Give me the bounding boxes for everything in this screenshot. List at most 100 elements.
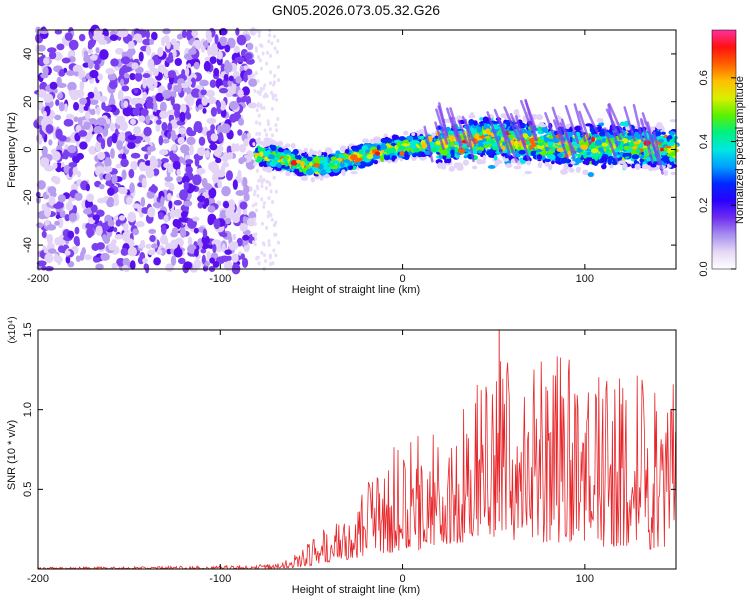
noise-speck	[157, 64, 166, 73]
signal-speck	[292, 148, 299, 156]
noise-speck	[179, 227, 187, 239]
streak	[449, 107, 463, 146]
noise-speck	[163, 214, 169, 223]
noise-speck	[268, 33, 272, 38]
colorbar-gradient	[711, 29, 737, 270]
signal-speck	[421, 142, 428, 150]
noise-speck	[198, 136, 206, 146]
noise-speck	[105, 180, 114, 187]
noise-speck	[220, 63, 226, 72]
signal-speck	[541, 126, 548, 132]
noise-speck	[41, 265, 47, 271]
signal-speck	[666, 141, 675, 147]
noise-speck	[157, 211, 164, 220]
signal-speck	[623, 145, 630, 151]
noise-speck	[215, 157, 222, 164]
noise-speck	[253, 242, 257, 247]
noise-speck	[197, 195, 206, 203]
noise-speck	[89, 69, 99, 79]
noise-speck	[48, 139, 53, 146]
signal-speck	[330, 156, 338, 161]
noise-speck	[85, 222, 96, 230]
noise-speck	[209, 257, 216, 264]
signal-speck	[590, 148, 599, 154]
noise-speck	[224, 44, 231, 53]
noise-speck	[229, 100, 239, 110]
noise-speck	[78, 102, 85, 114]
signal-speck	[633, 159, 638, 165]
noise-speck	[92, 214, 100, 221]
noise-speck	[78, 130, 88, 137]
noise-speck	[203, 183, 213, 191]
noise-speck	[117, 29, 125, 38]
streak	[623, 106, 636, 142]
x-tick-label: -100	[209, 273, 231, 285]
noise-speck	[65, 70, 76, 77]
noise-speck	[120, 158, 129, 168]
signal-speck	[634, 163, 641, 170]
noise-speck	[145, 101, 154, 109]
noise-speck	[95, 141, 102, 152]
noise-speck	[258, 131, 262, 136]
signal-speck	[661, 131, 666, 135]
signal-speck	[362, 138, 370, 144]
noise-speck	[177, 136, 185, 145]
signal-speck	[262, 150, 270, 157]
noise-speck	[76, 152, 85, 160]
noise-speck	[156, 249, 163, 255]
noise-speck	[165, 56, 174, 64]
noise-speck	[237, 89, 244, 98]
noise-speck	[54, 29, 63, 35]
noise-speck	[259, 175, 263, 180]
noise-speck	[159, 110, 169, 119]
spectrogram-x-label: Height of straight line (km)	[292, 284, 420, 296]
noise-speck	[270, 133, 274, 138]
noise-speck	[127, 211, 137, 223]
noise-speck	[107, 187, 115, 196]
noise-speck	[162, 138, 170, 144]
noise-speck	[152, 202, 163, 209]
noise-speck	[205, 150, 210, 159]
colorbar-label: Normalized spectral amplitude	[734, 76, 746, 224]
noise-speck	[272, 248, 276, 253]
noise-speck	[142, 91, 147, 100]
signal-speck	[482, 141, 491, 146]
signal-speck	[419, 153, 427, 158]
noise-speck	[271, 200, 275, 205]
noise-speck	[264, 132, 268, 137]
noise-speck	[268, 127, 272, 132]
noise-speck	[213, 149, 222, 158]
noise-speck	[53, 203, 63, 210]
noise-speck	[79, 141, 88, 150]
signal-speck	[486, 150, 494, 156]
noise-speck	[268, 81, 272, 86]
noise-speck	[99, 173, 104, 181]
signal-speck	[411, 132, 416, 136]
signal-speck	[527, 129, 532, 136]
signal-speck	[294, 154, 302, 160]
signal-speck	[649, 167, 658, 171]
streak	[551, 106, 566, 144]
noise-speck	[117, 89, 124, 101]
noise-speck	[236, 34, 247, 46]
signal-speck	[647, 160, 653, 166]
noise-speck	[57, 93, 64, 99]
signal-speck	[369, 160, 374, 166]
signal-speck	[398, 145, 406, 150]
signal-speck	[539, 123, 547, 128]
streak	[486, 111, 503, 155]
signal-speck	[539, 135, 544, 141]
noise-speck	[178, 127, 187, 135]
noise-speck	[127, 134, 137, 141]
noise-speck	[132, 228, 140, 236]
signal-speck	[456, 164, 464, 171]
noise-speck	[223, 260, 233, 271]
streak	[578, 110, 592, 145]
noise-speck	[160, 224, 167, 235]
noise-speck	[171, 227, 179, 235]
noise-speck	[142, 77, 147, 89]
streak	[544, 111, 556, 140]
signal-speck	[300, 175, 309, 181]
signal-speck	[591, 136, 595, 143]
signal-speck	[477, 140, 486, 146]
